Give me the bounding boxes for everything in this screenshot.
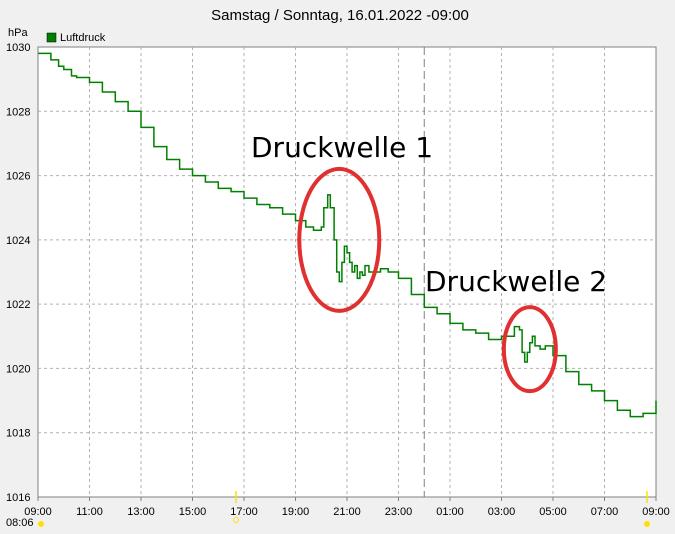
- legend: Luftdruck: [46, 32, 106, 44]
- x-tick-label: 19:00: [282, 506, 310, 518]
- x-tick-label: 03:00: [488, 506, 516, 518]
- time-marker-dot: [38, 521, 44, 527]
- y-axis-unit-label: hPa: [8, 27, 28, 39]
- legend-swatch-luftdruck: [46, 32, 57, 43]
- annotation-ellipse-2: [501, 305, 558, 394]
- start-time-label: 08:06: [6, 517, 34, 529]
- x-tick-label: 13:00: [127, 506, 155, 518]
- annotation-label-1: Druckwelle 1: [251, 131, 433, 164]
- y-tick-label: 1030: [6, 42, 30, 54]
- annotations: Druckwelle 1 Druckwelle 2: [251, 131, 607, 394]
- y-tick-label: 1028: [6, 106, 30, 118]
- time-marker-dot: [644, 521, 650, 527]
- y-tick-label: 1016: [6, 492, 30, 504]
- y-tick-labels: 1016 1018 1020 1022 1024 1026 1028 1030: [6, 42, 30, 504]
- x-tick-label: 21:00: [333, 506, 361, 518]
- x-tick-label: 01:00: [436, 506, 464, 518]
- x-tick-label: 17:00: [230, 506, 258, 518]
- x-tick-label: 09:00: [24, 506, 52, 518]
- legend-entry-luftdruck: Luftdruck: [60, 32, 106, 44]
- x-tick-label: 15:00: [179, 506, 207, 518]
- y-tick-label: 1018: [6, 428, 30, 440]
- annotation-ellipse-1: [297, 166, 382, 313]
- y-tick-label: 1022: [6, 299, 30, 311]
- y-tick-label: 1020: [6, 363, 30, 375]
- time-markers: [38, 491, 650, 527]
- series-line-luftdruck: [38, 52, 657, 418]
- x-tick-label: 11:00: [76, 506, 103, 518]
- x-tick-label: 23:00: [385, 506, 413, 518]
- y-tick-label: 1024: [6, 235, 30, 247]
- x-tick-label: 07:00: [591, 506, 619, 518]
- annotation-label-2: Druckwelle 2: [425, 265, 607, 298]
- y-tick-label: 1026: [6, 171, 30, 183]
- x-tick-label: 09:00: [642, 506, 670, 518]
- x-tick-labels: 09:00 11:00 13:00 15:00 17:00 19:00 21:00 23:00…: [24, 506, 670, 518]
- x-tick-label: 05:00: [539, 506, 567, 518]
- chart-title: Samstag / Sonntag, 16.01.2022 -09:00: [211, 7, 469, 24]
- time-marker-dot: [233, 517, 239, 523]
